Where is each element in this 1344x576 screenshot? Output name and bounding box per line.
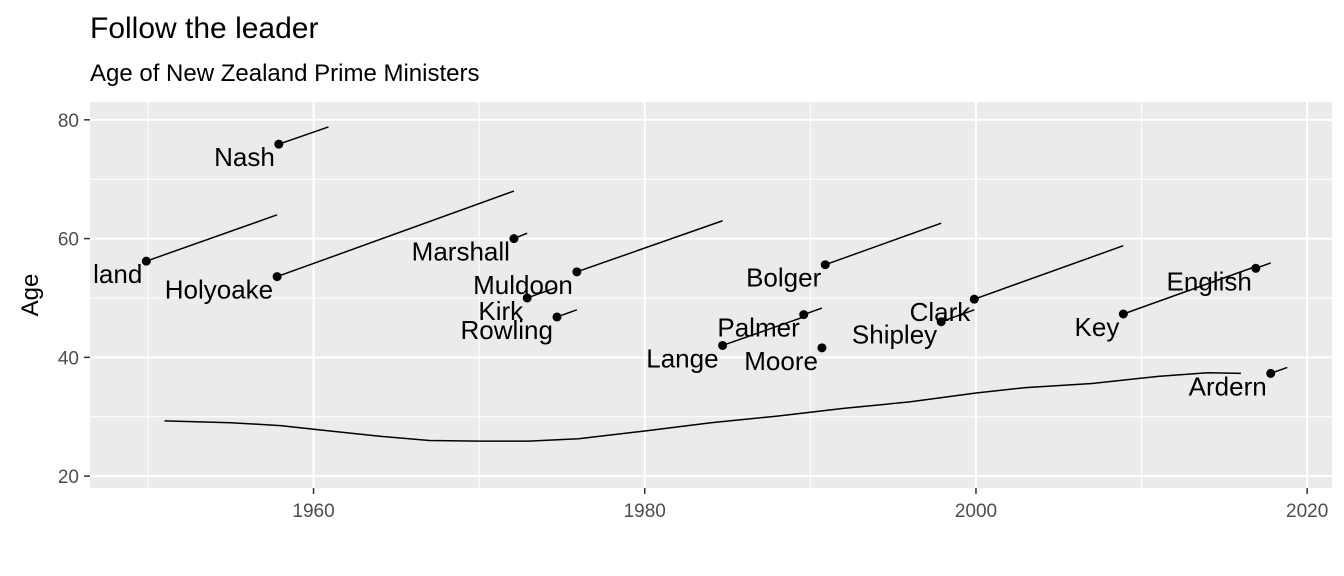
tenure-line-muldoon — [576, 220, 723, 273]
label-nash: Nash — [214, 142, 275, 172]
tenure-line-holyoake — [276, 190, 515, 278]
tenure-line-nash — [278, 126, 329, 145]
label-english: English — [1167, 266, 1252, 296]
label-bolger: Bolger — [746, 263, 821, 293]
point-clark — [969, 294, 979, 304]
tenure-line-kirk — [526, 286, 558, 299]
point-holyoake — [272, 272, 282, 282]
point-shipley — [936, 317, 946, 327]
label-ardern: Ardern — [1189, 371, 1267, 401]
label-muldoon: Muldoon — [473, 270, 573, 300]
point-key — [1118, 309, 1128, 319]
tenure-line-bolger — [825, 222, 942, 266]
chart-title: Follow the leader — [90, 12, 319, 45]
label-marshall: Marshall — [412, 237, 510, 267]
plot-panel — [90, 102, 1332, 488]
tenure-line-clark — [974, 245, 1124, 300]
trend-line — [164, 372, 1241, 442]
tenure-line-shipley — [940, 309, 975, 323]
y-tick-label: 60 — [58, 230, 79, 251]
x-tick-label: 1980 — [624, 501, 666, 522]
label-holyoake: Holyoake — [165, 275, 273, 305]
label-clark: Clark — [910, 297, 972, 327]
point-lange — [718, 340, 728, 350]
label-shipley: Shipley — [852, 320, 937, 350]
label-key: Key — [1075, 312, 1120, 342]
point-kirk — [522, 293, 532, 303]
label-kirk: Kirk — [478, 296, 524, 326]
x-tick-label: 1960 — [292, 501, 334, 522]
label-lange: Lange — [646, 343, 718, 373]
point-english — [1251, 263, 1261, 273]
tenure-line-lange — [722, 316, 804, 347]
point-palmer — [799, 310, 809, 320]
point-rowling — [552, 312, 562, 322]
x-tick-label: 2020 — [1286, 501, 1328, 522]
y-tick-label: 40 — [58, 348, 79, 369]
label-rowling: Rowling — [460, 315, 553, 345]
label-holland: land — [93, 259, 142, 289]
data-points — [141, 139, 1276, 378]
label-moore: Moore — [744, 346, 818, 376]
point-bolger — [820, 260, 830, 270]
point-muldoon — [572, 267, 582, 277]
tenure-line-holland — [146, 214, 278, 262]
chart-subtitle: Age of New Zealand Prime Ministers — [90, 60, 480, 87]
label-palmer: Palmer — [717, 313, 800, 343]
point-ardern — [1266, 368, 1276, 378]
point-holland — [141, 256, 151, 266]
x-tick-label: 2000 — [955, 501, 997, 522]
y-tick-label: 20 — [58, 467, 79, 488]
point-marshall — [509, 234, 519, 244]
point-nash — [274, 139, 284, 149]
point-moore — [817, 343, 827, 353]
y-tick-label: 80 — [58, 111, 79, 132]
tenure-line-key — [1123, 265, 1257, 315]
y-axis-title: Age — [17, 274, 44, 317]
gridlines — [90, 102, 1332, 488]
